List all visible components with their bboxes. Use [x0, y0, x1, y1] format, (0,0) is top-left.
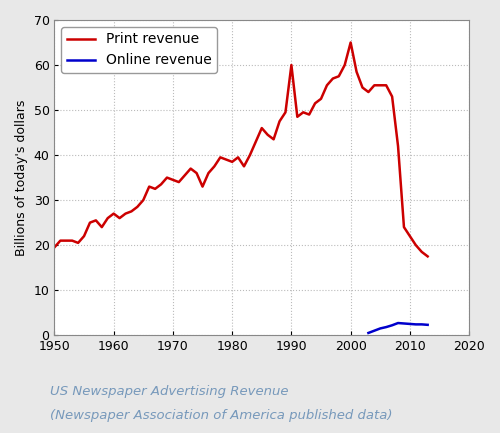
Print revenue: [348, 40, 354, 45]
Print revenue: [288, 62, 294, 68]
Online revenue: [418, 322, 424, 327]
Print revenue: [52, 245, 58, 250]
Online revenue: [372, 328, 378, 333]
Online revenue: [378, 326, 384, 331]
Online revenue: [389, 323, 395, 328]
Online revenue: [413, 322, 419, 327]
Online revenue: [366, 330, 372, 336]
Y-axis label: Billions of today's dollars: Billions of today's dollars: [15, 100, 28, 256]
Legend: Print revenue, Online revenue: Print revenue, Online revenue: [62, 27, 217, 73]
Online revenue: [401, 321, 407, 326]
Print revenue: [259, 126, 265, 131]
Print revenue: [424, 254, 430, 259]
Online revenue: [424, 322, 430, 327]
Line: Online revenue: Online revenue: [368, 323, 428, 333]
Online revenue: [383, 324, 389, 330]
Print revenue: [294, 114, 300, 120]
Online revenue: [395, 320, 401, 326]
Text: (Newspaper Association of America published data): (Newspaper Association of America publis…: [50, 409, 392, 422]
Text: US Newspaper Advertising Revenue: US Newspaper Advertising Revenue: [50, 385, 288, 398]
Online revenue: [407, 321, 413, 326]
Print revenue: [235, 155, 241, 160]
Line: Print revenue: Print revenue: [54, 42, 428, 256]
Print revenue: [206, 171, 212, 176]
Print revenue: [99, 225, 105, 230]
